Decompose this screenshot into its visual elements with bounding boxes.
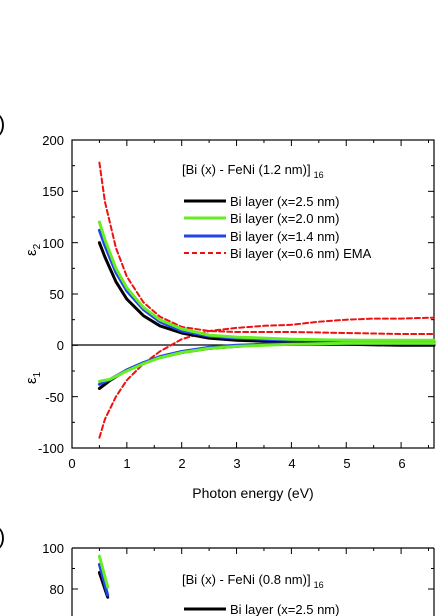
series-line-eps2-1	[97, 220, 436, 342]
series-line-eps1-0	[97, 342, 436, 390]
x-tick-label: 0	[68, 456, 75, 471]
series-line-bottom-2	[97, 562, 110, 597]
legend-label: Bi layer (x=2.5 nm)	[230, 602, 339, 616]
y-tick-label: 50	[50, 287, 64, 302]
y-tick-label: 80	[50, 582, 64, 597]
x-tick-label: 4	[288, 456, 295, 471]
y-tick-label: 200	[42, 133, 64, 148]
y-axis-label-eps2: ε2	[23, 243, 43, 256]
series-line-eps1-3	[98, 316, 435, 439]
y-tick-labels-top: -100 -50 0 50 100 150 200	[38, 133, 64, 456]
x-tick-label: 3	[233, 456, 240, 471]
y-tick-label: 0	[57, 338, 64, 353]
y-tick-label: 100	[42, 236, 64, 251]
axis-ticks-top	[71, 139, 434, 449]
x-tick-label: 1	[123, 456, 130, 471]
x-tick-label: 2	[178, 456, 185, 471]
series-lines-top	[97, 161, 436, 439]
y-axis-label-eps1: ε1	[23, 371, 43, 384]
chart-title-bottom: [Bi (x) - FeNi (0.8 nm)] 16	[182, 572, 324, 590]
panel-letter-bottom: )	[0, 524, 5, 549]
chart-title-top: [Bi (x) - FeNi (1.2 nm)] 16	[182, 162, 324, 180]
legend-label: Bi layer (x=1.4 nm)	[230, 229, 339, 244]
series-line-bottom-1	[97, 554, 110, 589]
legend-bottom: Bi layer (x=2.5 nm)	[184, 602, 339, 616]
series-line-eps1-1	[97, 341, 436, 383]
series-lines-bottom	[97, 554, 110, 599]
series-line-eps1-2	[97, 341, 436, 386]
axis-ticks-bottom	[71, 547, 434, 590]
y-tick-label: 150	[42, 184, 64, 199]
chart-panel-top: ) -100 -50 0 50 100 150 200 0 1 2 3 4 5 …	[0, 111, 436, 501]
legend-label: Bi layer (x=0.6 nm) EMA	[230, 246, 372, 261]
x-axis-label: Photon energy (eV)	[192, 485, 313, 501]
panel-letter-top: )	[0, 111, 5, 136]
legend-label: Bi layer (x=2.5 nm)	[230, 194, 339, 209]
x-tick-label: 6	[398, 456, 405, 471]
series-line-eps2-3	[98, 161, 435, 335]
x-tick-label: 5	[343, 456, 350, 471]
legend-label: Bi layer (x=2.0 nm)	[230, 211, 339, 226]
legend-top: Bi layer (x=2.5 nm) Bi layer (x=2.0 nm) …	[184, 194, 372, 261]
y-tick-label: -100	[38, 441, 64, 456]
x-tick-labels-top: 0 1 2 3 4 5 6	[68, 456, 405, 471]
y-tick-label: -50	[45, 390, 64, 405]
y-tick-label: 100	[42, 541, 64, 556]
chart-panel-bottom: ) 100 80 [Bi (x) - FeNi (0.8 nm)]16 Bi l…	[0, 524, 435, 616]
plot-frame-top	[71, 139, 435, 449]
